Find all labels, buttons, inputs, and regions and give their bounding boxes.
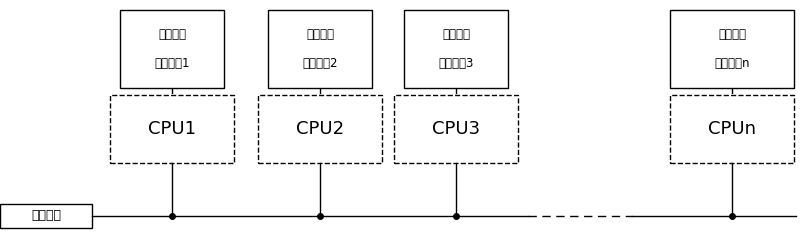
Text: 器线圈组2: 器线圈组2 — [302, 57, 338, 70]
Text: 电磁选针: 电磁选针 — [306, 28, 334, 41]
Text: 器线圈组n: 器线圈组n — [714, 57, 750, 70]
Bar — [258, 95, 382, 163]
Bar — [670, 10, 794, 88]
Text: CPU2: CPU2 — [296, 120, 344, 138]
Bar — [110, 95, 234, 163]
Bar — [120, 10, 224, 88]
Text: 控制信号: 控制信号 — [31, 209, 61, 223]
Bar — [0, 204, 92, 228]
Text: CPUn: CPUn — [708, 120, 756, 138]
Text: 电磁选针: 电磁选针 — [158, 28, 186, 41]
Text: 器线圈组3: 器线圈组3 — [438, 57, 474, 70]
Bar — [404, 10, 508, 88]
Bar — [670, 95, 794, 163]
Text: CPU3: CPU3 — [432, 120, 480, 138]
Text: CPU1: CPU1 — [148, 120, 196, 138]
Text: 器线圈组1: 器线圈组1 — [154, 57, 190, 70]
Bar — [394, 95, 518, 163]
Bar — [268, 10, 372, 88]
Text: 电磁选针: 电磁选针 — [442, 28, 470, 41]
Text: 电磁选针: 电磁选针 — [718, 28, 746, 41]
